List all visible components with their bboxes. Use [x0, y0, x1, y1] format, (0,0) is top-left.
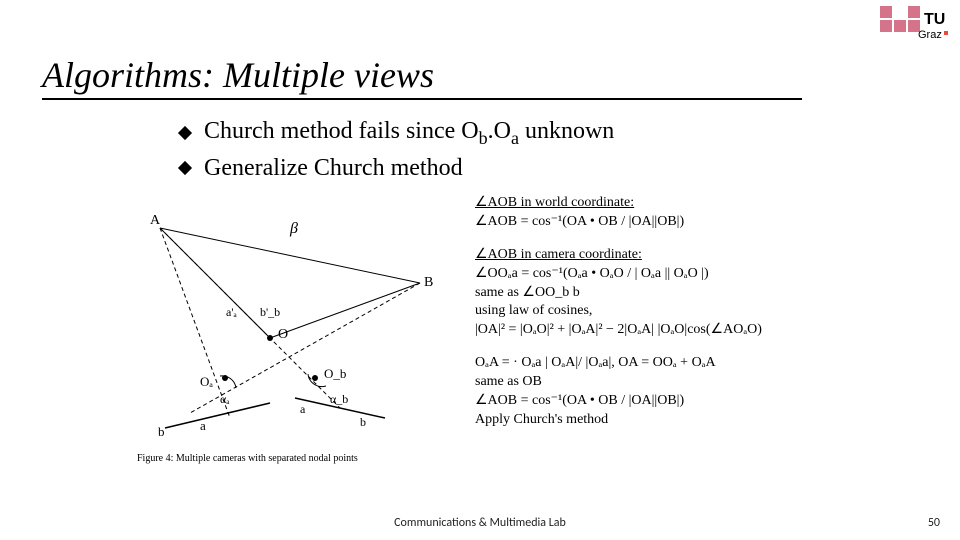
math-line: same as OB — [475, 373, 762, 392]
svg-text:TU: TU — [924, 11, 945, 28]
svg-text:αₐ: αₐ — [220, 392, 230, 406]
math-header: ∠AOB in world coordinate: — [475, 194, 762, 213]
math-derivation: ∠AOB in world coordinate: ∠AOB = cos⁻¹(O… — [475, 194, 762, 444]
svg-text:b: b — [360, 415, 366, 429]
math-line: ∠AOB = cos⁻¹(OA • OB / |OA||OB|) — [475, 213, 762, 232]
bullet-item: Generalize Church method — [180, 155, 614, 182]
math-line: OₐA = · Oₐa | OₐA|/ |Oₐa|, OA = OOₐ + Oₐ… — [475, 354, 762, 373]
svg-text:a: a — [200, 418, 206, 433]
math-line: same as ∠OO_b b — [475, 284, 762, 303]
svg-text:b: b — [158, 424, 165, 439]
bullet-text: Generalize Church method — [204, 155, 463, 182]
bullet-text: Church method fails since Ob.Oa unknown — [204, 118, 614, 149]
math-block-1: ∠AOB in world coordinate: ∠AOB = cos⁻¹(O… — [475, 194, 762, 232]
svg-text:O_b: O_b — [324, 366, 346, 381]
page-number: 50 — [928, 516, 940, 530]
svg-text:a'ₐ: a'ₐ — [226, 305, 237, 319]
figure-caption: Figure 4: Multiple cameras with separate… — [137, 453, 358, 464]
diamond-icon — [178, 161, 192, 175]
math-line: ∠AOB = cos⁻¹(OA • OB / |OA||OB|) — [475, 392, 762, 411]
svg-text:O: O — [278, 327, 288, 342]
math-block-2: ∠AOB in camera coordinate: ∠OOₐa = cos⁻¹… — [475, 246, 762, 340]
svg-text:Oₐ: Oₐ — [200, 374, 213, 389]
diamond-icon — [178, 126, 192, 140]
svg-text:A: A — [150, 213, 161, 228]
footer-text: Communications & Multimedia Lab — [0, 516, 960, 530]
slide-title-wrap: Algorithms: Multiple views — [42, 54, 842, 100]
svg-text:B: B — [424, 275, 433, 290]
slide-title: Algorithms: Multiple views — [42, 54, 802, 100]
math-line: Apply Church's method — [475, 411, 762, 430]
math-line: ∠OOₐa = cos⁻¹(Oₐa • OₐO / | Oₐa || OₐO |… — [475, 265, 762, 284]
math-line: using law of cosines, — [475, 302, 762, 321]
svg-text:β: β — [289, 220, 298, 237]
bullet-list: Church method fails since Ob.Oa unknown … — [180, 118, 614, 188]
svg-text:b'_b: b'_b — [260, 305, 280, 319]
svg-text:a: a — [300, 402, 306, 416]
svg-text:Graz: Graz — [918, 29, 942, 41]
geometry-diagram: A B β O Oₐ O_b a'ₐ b'_b αₐ α_b b a a b — [130, 198, 440, 468]
math-line: |OA|² = |OₐO|² + |OₐA|² − 2|OₐA| |OₐO|co… — [475, 321, 762, 340]
math-header: ∠AOB in camera coordinate: — [475, 246, 762, 265]
tu-graz-logo: TU Graz — [878, 6, 948, 49]
bullet-item: Church method fails since Ob.Oa unknown — [180, 118, 614, 149]
math-block-3: OₐA = · Oₐa | OₐA|/ |Oₐa|, OA = OOₐ + Oₐ… — [475, 354, 762, 430]
svg-text:α_b: α_b — [330, 392, 348, 406]
